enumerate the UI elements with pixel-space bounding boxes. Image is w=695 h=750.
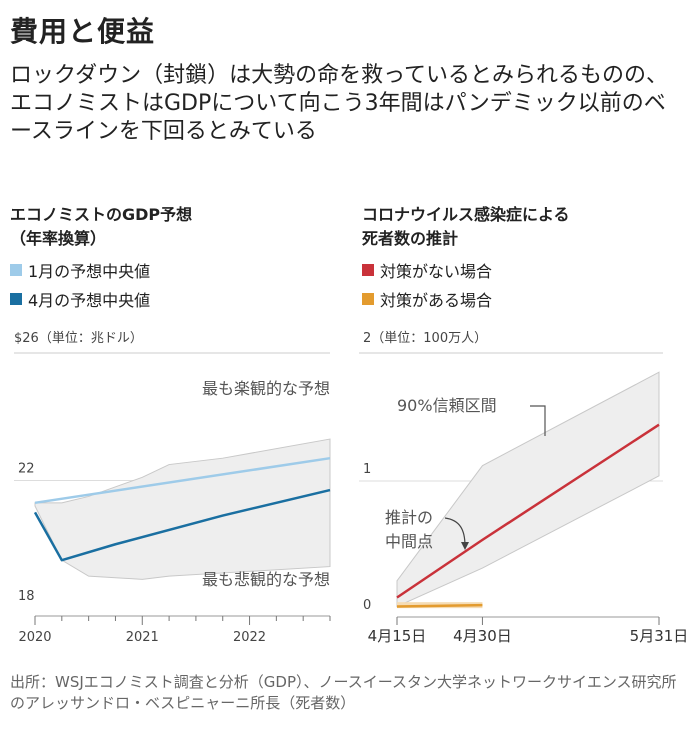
legend-swatch-jan <box>10 264 22 276</box>
left-chart-title: エコノミストのGDP予想 （年率換算） <box>10 203 192 251</box>
legend-swatch-with-measures <box>362 293 374 305</box>
right-chart-title: コロナウイルス感染症による 死者数の推計 <box>362 203 570 251</box>
legend-label-apr: 4月の予想中央値 <box>28 291 151 310</box>
death-annotation-mid-line2: 中間点 <box>385 532 433 551</box>
gdp-x-tick-label: 2022 <box>233 630 266 645</box>
gdp-forecast-range-band <box>34 438 331 580</box>
death-y-tick-label: 1 <box>363 462 371 477</box>
page-subtitle: ロックダウン（封鎖）は大勢の命を救っているとみられるものの、エコノミストはGDP… <box>10 63 669 144</box>
gdp-forecast-chart: $26（単位：兆ドル） 22 18 最も楽観的な予想 最も悲観的な予想 2020 2… <box>14 330 331 645</box>
midpoint-arrowhead <box>461 542 469 550</box>
legend-label-with-measures: 対策がある場合 <box>380 291 493 310</box>
gdp-x-tick-label: 2020 <box>18 630 51 645</box>
gdp-series-line-jan <box>34 456 331 505</box>
gdp-y-tick-label: 22 <box>18 462 35 477</box>
legend-label-no-measures: 対策がない場合 <box>380 262 493 281</box>
left-chart-title-line2: （年率換算） <box>10 229 107 248</box>
right-chart-title-line2: 死者数の推計 <box>362 229 459 248</box>
death-x-tick-label: 4月30日 <box>453 627 512 645</box>
death-annotation-mid-line1: 推計の <box>385 508 433 527</box>
gdp-y-top-label: $26（単位：兆ドル） <box>14 330 143 346</box>
legend-swatch-apr <box>10 293 22 305</box>
ci-leader-line <box>530 405 546 436</box>
death-y-tick-label: 0 <box>363 598 371 613</box>
death-annotation-ci: 90%信頼区間 <box>397 396 497 415</box>
death-x-tick-label: 4月15日 <box>368 627 427 645</box>
legend-swatch-no-measures <box>362 264 374 276</box>
legend-jan: 1月の予想中央値 <box>10 258 150 282</box>
gdp-annotation-low: 最も悲観的な予想 <box>202 570 330 589</box>
death-estimate-chart: 2（単位：100万人） 1 0 90%信頼区間 推計の 中間点 4月15日 4月30… <box>359 330 689 645</box>
gdp-series-line-apr <box>33 488 331 562</box>
gdp-annotation-high: 最も楽観的な予想 <box>202 379 330 398</box>
death-series-line-no-measures <box>396 423 660 599</box>
legend-label-jan: 1月の予想中央値 <box>28 262 151 281</box>
right-chart-title-line1: コロナウイルス感染症による <box>362 205 570 224</box>
source-note: 出所：WSJエコノミスト調査と分析（GDP）、ノースイースタン大学ネットワークサ… <box>10 673 677 712</box>
gdp-x-tick-label: 2021 <box>126 630 159 645</box>
legend-apr: 4月の予想中央値 <box>10 287 150 311</box>
left-chart-title-line1: エコノミストのGDP予想 <box>10 205 193 224</box>
death-x-tick-label: 5月31日 <box>630 627 689 645</box>
legend-with-measures: 対策がある場合 <box>362 287 492 311</box>
legend-no-measures: 対策がない場合 <box>362 258 492 282</box>
gdp-y-tick-label: 18 <box>18 589 35 604</box>
death-y-top-label: 2（単位：100万人） <box>363 330 487 346</box>
page-title: 費用と便益 <box>10 15 156 48</box>
death-series-line-with-measures <box>396 603 483 608</box>
